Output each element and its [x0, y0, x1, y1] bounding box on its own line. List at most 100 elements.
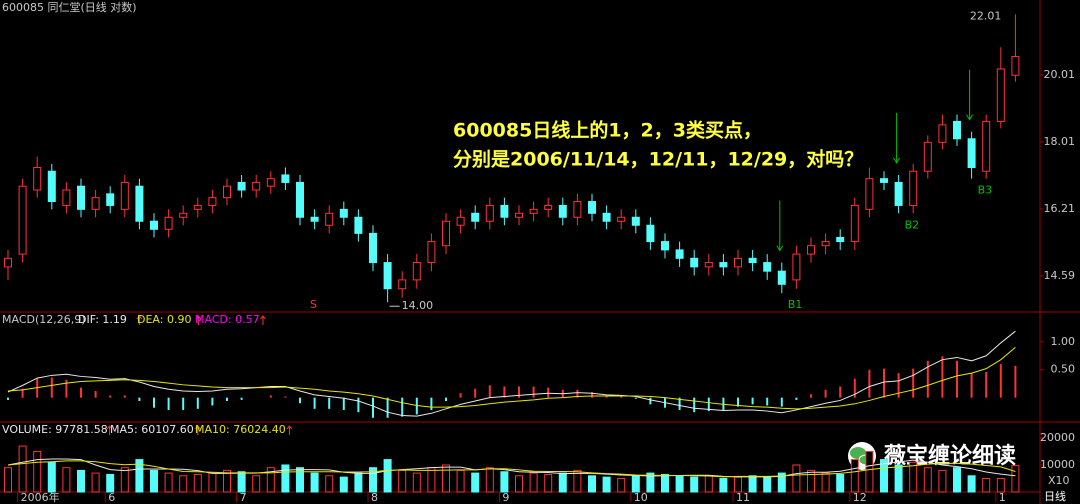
candle-body	[339, 208, 348, 218]
candle-body	[310, 216, 319, 222]
volume-bar	[777, 472, 786, 493]
y-tick-label: 18.01	[1044, 135, 1076, 148]
legend-arrow	[106, 425, 113, 435]
volume-bar	[471, 472, 480, 493]
y-tick-label: 14.59	[1044, 269, 1076, 282]
legend-arrow	[286, 425, 293, 435]
candle-body	[266, 178, 275, 187]
legend-entry: VOLUME: 97781.58	[2, 423, 108, 436]
volume-bar	[894, 464, 903, 493]
volume-bar	[850, 459, 859, 493]
volume-bar	[150, 469, 158, 493]
candle-body	[588, 201, 596, 214]
volume-bar	[500, 471, 509, 493]
unit-label: X10	[1048, 474, 1070, 487]
volume-bar	[223, 469, 231, 493]
candle-body	[894, 181, 903, 206]
volume-bar	[106, 473, 115, 493]
candle-body	[996, 68, 1005, 122]
volume-bar	[529, 472, 538, 493]
x-tick-label: 10	[634, 491, 648, 504]
candle-body	[179, 212, 188, 218]
volume-bar	[252, 475, 261, 493]
volume-bar	[690, 476, 699, 493]
candle-body	[442, 220, 450, 247]
volume-bar	[938, 469, 947, 493]
volume-bar	[763, 476, 772, 493]
legend-entry: DIF: 1.19	[78, 313, 127, 326]
volume-bar	[485, 467, 494, 493]
candle-body	[967, 138, 976, 169]
y-tick-label: 16.21	[1044, 202, 1076, 215]
candle-body	[485, 204, 494, 222]
series-line	[7, 458, 1016, 478]
candle-body	[763, 262, 772, 272]
legend-entry: MA10: 76024.40	[195, 423, 286, 436]
candle-body	[704, 262, 713, 268]
candle-body	[150, 220, 158, 230]
volume-bar	[442, 464, 450, 493]
candle-body	[646, 224, 655, 243]
volume-bar	[179, 475, 188, 493]
volume-bar	[821, 472, 830, 493]
volume-bar	[675, 475, 684, 493]
x-tick-label: 7	[240, 491, 247, 504]
volume-bar	[266, 467, 275, 493]
y-tick-label: 10000	[1040, 458, 1075, 471]
y-tick-label: 20000	[1040, 431, 1075, 444]
volume-bar	[588, 475, 596, 493]
volume-bar	[456, 469, 465, 493]
series-line	[7, 347, 1016, 410]
volume-bar	[602, 476, 611, 493]
series-line	[7, 460, 1016, 478]
x-tick-label: 12	[853, 491, 867, 504]
x-tick-label: 11	[736, 491, 750, 504]
candle-body	[120, 181, 129, 210]
candle-body	[47, 170, 56, 203]
candle-body	[602, 212, 611, 222]
annotation: 600085日线上的1，2，3类买点，	[453, 119, 762, 142]
candle-body	[953, 120, 961, 140]
legend-arrow	[136, 315, 143, 325]
candle-body	[281, 174, 290, 183]
volume-bar	[208, 472, 217, 493]
candle-body	[544, 204, 553, 210]
volume-bar	[646, 472, 655, 493]
candle-body	[412, 262, 421, 281]
candle-body	[982, 120, 991, 172]
period-label: 日线	[1044, 489, 1066, 503]
volume-bar	[383, 459, 392, 493]
candle-body	[252, 181, 261, 191]
volume-bar	[880, 459, 888, 493]
series-line	[7, 330, 1016, 417]
volume-bar	[967, 475, 976, 493]
volume-bar	[164, 472, 173, 493]
volume-bar	[953, 467, 961, 493]
volume-bar	[515, 475, 523, 493]
candle-body	[690, 257, 699, 268]
x-tick-label: 6	[108, 491, 115, 504]
x-tick-label: 8	[371, 491, 378, 504]
volume-bar	[281, 464, 290, 493]
volume-bar	[544, 473, 553, 493]
candle-body	[938, 124, 947, 143]
volume-bar	[982, 477, 991, 493]
low-label: 14.00	[402, 299, 434, 312]
candle-body	[325, 212, 334, 226]
volume-bar	[412, 472, 421, 493]
buy-arrow	[893, 112, 901, 164]
volume-bar	[558, 472, 567, 493]
volume-bar	[704, 475, 713, 493]
candle-body	[719, 262, 728, 268]
volume-bar	[631, 475, 640, 493]
candle-body	[529, 208, 538, 214]
candle-body	[777, 270, 786, 285]
candle-body	[18, 185, 27, 255]
volume-bar	[354, 472, 363, 493]
candle-body	[77, 185, 85, 210]
legend-arrow	[195, 315, 202, 325]
candle-body	[369, 232, 377, 264]
legend-arrow	[194, 425, 201, 435]
candle-body	[661, 241, 669, 251]
